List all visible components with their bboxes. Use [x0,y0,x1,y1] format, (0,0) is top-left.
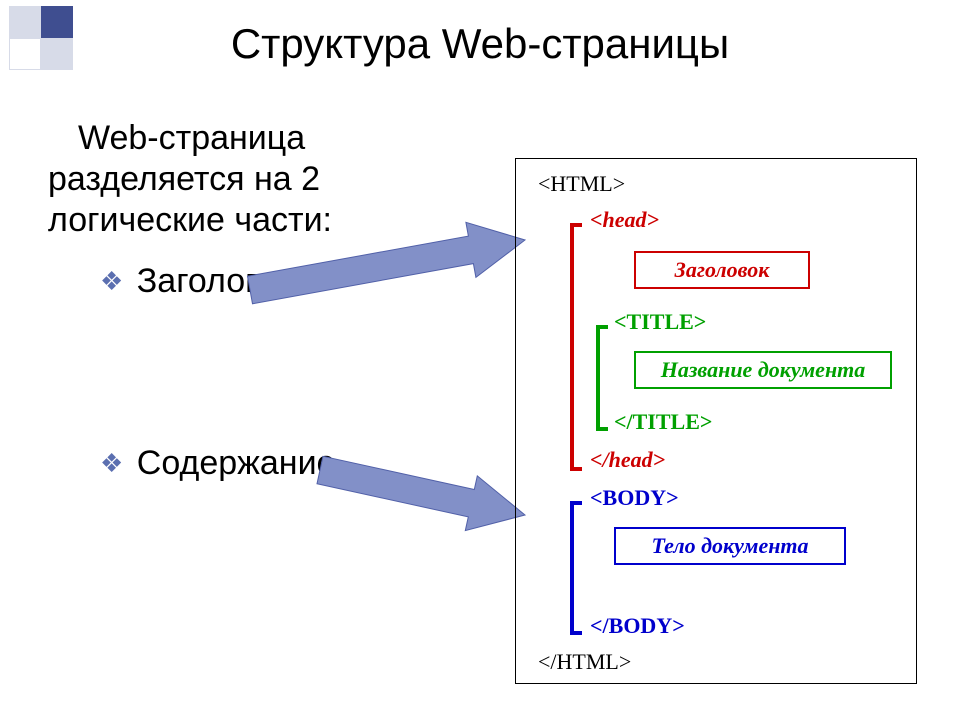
bullet-header-label: Заголовок [137,262,297,300]
intro-text: Web-страница разделяется на 2 логические… [48,118,478,240]
bullet-content: Содержание [100,444,335,483]
bullet-header: Заголовок [100,262,297,301]
bullet-content-label: Содержание [137,444,336,482]
bracket-head [570,223,582,471]
tag-body_open: <BODY> [590,485,679,511]
box-nazvanie: Название документа [634,351,892,389]
slide-title: Структура Web-страницы [0,20,960,68]
tag-html_close: </HTML> [538,649,631,675]
bracket-title [596,325,608,431]
bracket-body [570,501,582,635]
tag-body_close: </BODY> [590,613,685,639]
box-zagolovok: Заголовок [634,251,810,289]
tag-head_close: </head> [590,447,665,473]
tag-title_open: <TITLE> [614,309,706,335]
tag-title_close: </TITLE> [614,409,712,435]
tag-html_open: <HTML> [538,171,625,197]
box-telo: Тело документа [614,527,846,565]
code-structure-panel: <HTML> <head> <TITLE> </TITLE> </head> <BODY>… [515,158,917,684]
tag-head_open: <head> [590,207,659,233]
slide: Структура Web-страницы Web-страница разд… [0,0,960,720]
arrow [317,456,525,530]
